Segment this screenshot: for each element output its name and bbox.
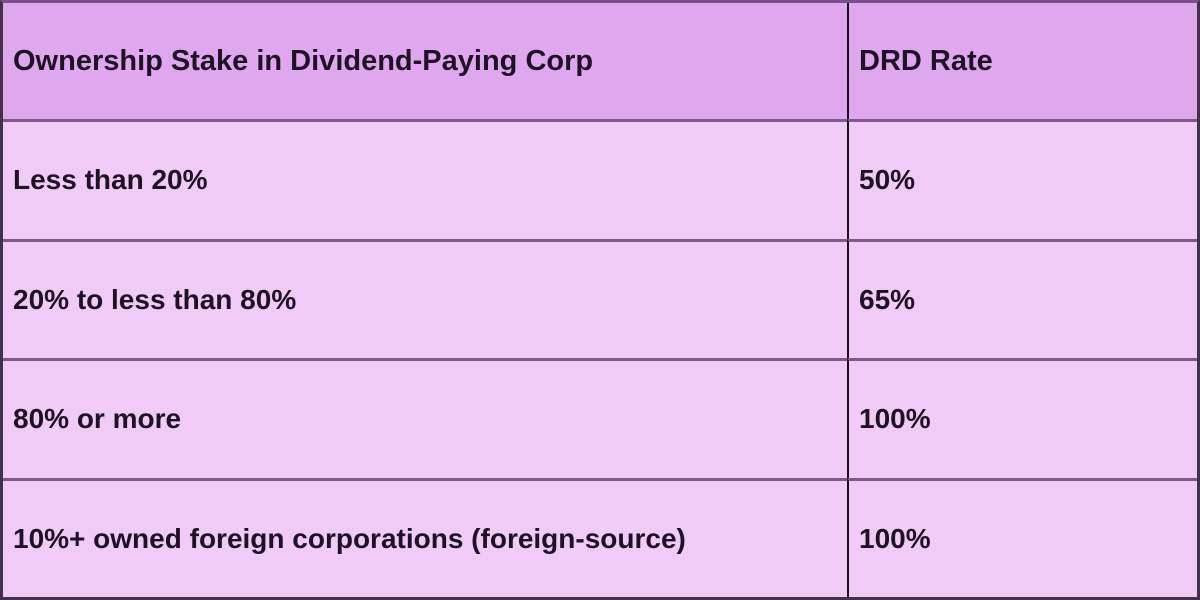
rate-cell: 50% [847, 119, 1197, 239]
rate-value: 65% [859, 283, 916, 315]
rate-cell: 65% [847, 238, 1197, 358]
header-label-drd-rate: DRD Rate [859, 44, 993, 77]
stake-cell: Less than 20% [3, 119, 847, 239]
stake-cell: 80% or more [3, 358, 847, 478]
rate-value: 50% [859, 164, 916, 196]
rate-value: 100% [859, 522, 931, 554]
rate-cell: 100% [847, 477, 1197, 597]
header-cell-ownership-stake: Ownership Stake in Dividend-Paying Corp [3, 3, 847, 119]
stake-cell: 20% to less than 80% [3, 238, 847, 358]
header-label-ownership-stake: Ownership Stake in Dividend-Paying Corp [13, 44, 594, 77]
stake-value: 20% to less than 80% [13, 283, 297, 315]
rate-value: 100% [859, 403, 931, 435]
rate-cell: 100% [847, 358, 1197, 478]
stake-value: 10%+ owned foreign corporations (foreign… [13, 522, 686, 554]
stake-value: Less than 20% [13, 164, 208, 196]
stake-value: 80% or more [13, 403, 182, 435]
header-cell-drd-rate: DRD Rate [847, 3, 1197, 119]
stake-cell: 10%+ owned foreign corporations (foreign… [3, 477, 847, 597]
